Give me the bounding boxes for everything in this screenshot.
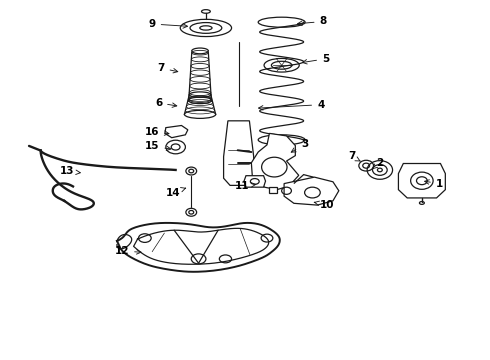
Text: 8: 8: [297, 17, 327, 27]
Polygon shape: [251, 134, 299, 190]
Text: 2: 2: [373, 158, 383, 169]
Text: 9: 9: [148, 19, 188, 29]
Text: 7: 7: [157, 63, 178, 73]
Polygon shape: [270, 187, 277, 193]
Polygon shape: [117, 223, 280, 272]
Text: 10: 10: [314, 200, 334, 210]
Text: 1: 1: [425, 179, 443, 189]
Text: 5: 5: [302, 54, 329, 64]
Text: 16: 16: [145, 127, 169, 136]
Polygon shape: [223, 121, 254, 185]
Text: 4: 4: [259, 100, 324, 110]
Text: 6: 6: [155, 98, 177, 108]
Polygon shape: [284, 177, 339, 205]
Text: 15: 15: [145, 141, 171, 151]
Text: 14: 14: [165, 188, 186, 198]
Text: 12: 12: [115, 246, 141, 256]
Polygon shape: [398, 163, 445, 198]
Polygon shape: [117, 234, 132, 249]
Text: 7: 7: [348, 151, 361, 161]
Text: 11: 11: [235, 181, 256, 191]
Text: 3: 3: [291, 139, 308, 152]
Polygon shape: [165, 126, 188, 138]
Text: 13: 13: [59, 166, 80, 176]
Polygon shape: [244, 176, 266, 187]
